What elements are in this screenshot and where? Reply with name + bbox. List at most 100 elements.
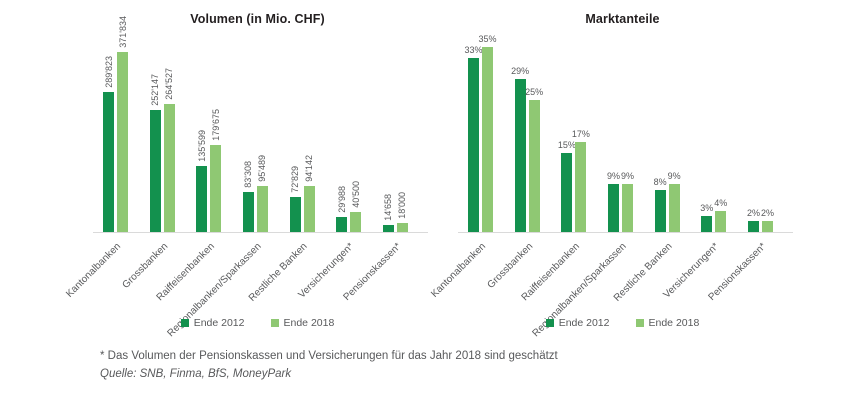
value-label: 29% <box>511 66 530 76</box>
bar-with-label: 94'142 <box>303 155 315 232</box>
legend-swatch-icon <box>270 319 279 327</box>
bar-pair: 33% 35% <box>465 34 497 232</box>
bar-ende-2018 <box>761 221 773 232</box>
value-label: 83'308 <box>243 161 254 188</box>
bar-ende-2018 <box>396 223 408 232</box>
value-label: 135'599 <box>196 130 207 162</box>
value-label: 35% <box>478 34 497 44</box>
bar-with-label: 289'823 <box>103 56 114 232</box>
bar-group: 9% 9% Regionalbanken/Sparkassen <box>530 171 634 339</box>
chart-title-marktanteile: Marktanteile <box>585 12 660 26</box>
legend-swatch-icon <box>545 319 554 327</box>
bar-with-label: 83'308 <box>242 161 254 232</box>
bar-ende-2012 <box>561 153 573 232</box>
bar-pair: 2% 2% <box>746 208 774 232</box>
bar-with-label: 3% <box>700 203 714 232</box>
category-label: Kantonalbanken <box>429 241 489 300</box>
bar-with-label: 135'599 <box>196 130 208 232</box>
bar-ende-2018 <box>210 145 222 232</box>
bar-ende-2018 <box>117 52 128 232</box>
bar-group: 83'308 95'489 Regionalbanken/Sparkassen <box>165 155 268 339</box>
bar-with-label: 252'147 <box>149 74 161 232</box>
bar-pair: 289'823 371'834 <box>103 16 128 232</box>
bar-pair: 8% 9% <box>654 171 681 232</box>
bar-ende-2012 <box>289 197 301 232</box>
bar-group: 8% 9% Restliche Banken <box>612 171 681 304</box>
bar-ende-2018 <box>482 47 493 232</box>
value-label: 2% <box>760 208 774 218</box>
volumen-chart: Volumen (in Mio. CHF) 289'823 371'834 Kant… <box>64 0 430 345</box>
bar-with-label: 2% <box>746 208 760 232</box>
bar-pair: 72'829 94'142 <box>289 155 315 232</box>
bar-ende-2012 <box>701 216 713 232</box>
value-label: 9% <box>620 171 634 181</box>
value-label: 9% <box>606 171 620 181</box>
value-label: 14'658 <box>383 194 394 221</box>
bar-with-label: 29% <box>511 66 529 232</box>
volumen-plot-area: 289'823 371'834 Kantonalbanken 252'147 264'5… <box>64 0 430 339</box>
bar-pair: 3% 4% <box>700 198 728 232</box>
value-label: 17% <box>571 129 590 139</box>
value-label: 4% <box>714 198 728 208</box>
value-label: 29'988 <box>336 186 347 213</box>
category-label: Kantonalbanken <box>64 241 124 300</box>
value-label: 3% <box>700 203 714 213</box>
bar-ende-2012 <box>747 221 759 232</box>
value-label: 18'000 <box>397 192 408 219</box>
bar-ende-2018 <box>668 184 680 232</box>
marktanteile-chart: Marktanteile 33% 35% Kantonalbanken 29% 25% G… <box>429 0 795 345</box>
bar-group: 72'829 94'142 Restliche Banken <box>247 155 315 304</box>
bar-pair: 135'599 179'675 <box>196 109 222 232</box>
bar-ende-2018 <box>163 104 175 232</box>
bar-ende-2012 <box>654 190 666 232</box>
value-label: 95'489 <box>257 155 268 182</box>
bar-group: 29'988 40'500 Versicherungen* <box>297 181 362 301</box>
value-label: 179'675 <box>210 109 221 141</box>
legend-swatch-icon <box>635 319 644 327</box>
bar-pair: 15% 17% <box>558 129 590 232</box>
legend-item: Ende 2018 <box>270 317 334 329</box>
legend-item: Ende 2012 <box>545 317 610 329</box>
bar-group: 252'147 264'527 Grossbanken <box>120 68 175 291</box>
bar-group: 2% 2% Pensionskassen* <box>706 208 774 303</box>
value-label: 94'142 <box>304 155 315 182</box>
bar-with-label: 14'658 <box>382 194 394 232</box>
bar-ende-2018 <box>256 186 268 232</box>
bar-with-label: 371'834 <box>117 16 128 232</box>
bar-ende-2012 <box>514 79 526 232</box>
bar-with-label: 9% <box>606 171 620 232</box>
bar-with-label: 9% <box>620 171 634 232</box>
value-label: 40'500 <box>350 181 361 208</box>
footnote: * Das Volumen der Pensionskassen und Ver… <box>100 348 558 384</box>
marktanteile-x-axis-line <box>458 232 793 233</box>
footnote-line-1: * Das Volumen der Pensionskassen und Ver… <box>100 350 558 362</box>
value-label: 9% <box>667 171 681 181</box>
value-label: 2% <box>746 208 760 218</box>
bar-with-label: 17% <box>572 129 590 232</box>
bar-with-label: 33% <box>465 45 483 232</box>
bar-group: 14'658 18'000 Pensionskassen* <box>341 192 408 303</box>
bar-with-label: 15% <box>558 140 576 232</box>
bar-with-label: 95'489 <box>256 155 268 232</box>
bar-ende-2018 <box>621 184 633 232</box>
marktanteile-plot-area: 33% 35% Kantonalbanken 29% 25% Grossbanken 15%… <box>429 0 795 339</box>
marktanteile-legend: Ende 2012 Ende 2018 <box>450 317 795 329</box>
bar-group: 289'823 371'834 Kantonalbanken <box>64 16 128 300</box>
bar-group: 3% 4% Versicherungen* <box>662 198 728 301</box>
footnote-source-line: Quelle: SNB, Finma, BfS, MoneyPark <box>100 367 292 380</box>
value-label: 25% <box>525 87 544 97</box>
bar-with-label: 2% <box>760 208 774 232</box>
bar-ende-2018 <box>350 212 362 232</box>
bar-with-label: 40'500 <box>350 181 362 232</box>
bar-ende-2012 <box>382 225 394 232</box>
bar-ende-2012 <box>468 58 479 232</box>
bar-ende-2012 <box>103 92 114 232</box>
legend-item: Ende 2018 <box>635 317 699 329</box>
bar-ende-2012 <box>607 184 619 232</box>
bar-with-label: 8% <box>654 177 667 232</box>
bar-with-label: 29'988 <box>336 186 348 232</box>
chart-title-volumen: Volumen (in Mio. CHF) <box>190 12 325 26</box>
bar-ende-2012 <box>242 192 254 232</box>
bar-group: 135'599 179'675 Raiffeisenbanken <box>154 109 222 303</box>
